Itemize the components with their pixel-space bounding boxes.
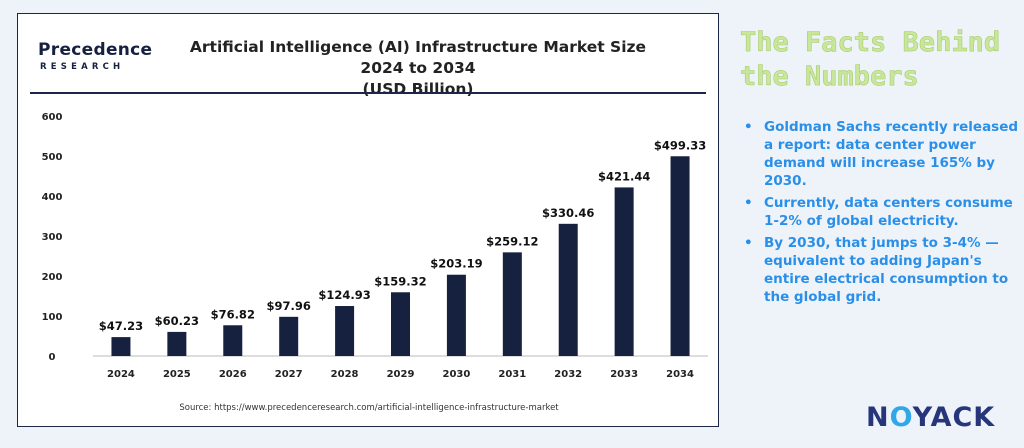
x-tick-label: 2026 xyxy=(219,369,247,380)
bar xyxy=(279,316,299,356)
x-tick-label: 2032 xyxy=(554,369,582,380)
x-tick-label: 2028 xyxy=(331,369,359,380)
bar xyxy=(167,331,187,356)
fact-item: • By 2030, that jumps to 3-4% —equivalent… xyxy=(742,234,1024,306)
chart-title: Artificial Intelligence (AI) Infrastruct… xyxy=(189,38,647,77)
brand-o-letter: O xyxy=(889,402,913,433)
bar xyxy=(335,306,355,356)
brand-suffix: YACK xyxy=(912,402,996,433)
bar-chart: 0 100 200 300 400 500 600 $47.23 2024 $60.23 2025 $… xyxy=(42,112,708,380)
data-label: $60.23 xyxy=(155,314,199,328)
chart-title-block: Artificial Intelligence (AI) Infrastruct… xyxy=(168,37,668,100)
bar xyxy=(111,337,131,356)
data-label: $76.82 xyxy=(211,307,255,321)
y-tick-label: 100 xyxy=(42,312,63,323)
bar xyxy=(446,274,466,356)
bar xyxy=(391,292,410,356)
fact-item: • Currently, data centers consume 1-2% of… xyxy=(742,194,1024,230)
fact-text: Currently, data centers consume 1-2% of … xyxy=(764,195,1013,229)
data-label: $259.12 xyxy=(486,234,538,248)
bar xyxy=(558,223,578,356)
bar xyxy=(223,325,243,356)
title-divider xyxy=(30,92,706,94)
bullet-icon: • xyxy=(744,195,753,211)
bar xyxy=(502,252,522,356)
brand-prefix: N xyxy=(866,402,890,433)
logo-main-text: Precedence xyxy=(38,40,153,60)
fact-text: By 2030, that jumps to 3-4% —equivalent … xyxy=(764,235,1009,305)
facts-title: The Facts Behind the Numbers xyxy=(740,27,1001,93)
facts-list: • Goldman Sachs recently released a repor… xyxy=(742,118,1024,310)
x-tick-label: 2024 xyxy=(107,369,135,380)
x-tick-label: 2025 xyxy=(163,369,191,380)
fact-text: Goldman Sachs recently released a report… xyxy=(764,119,1019,189)
bar xyxy=(614,187,634,356)
x-tick-label: 2029 xyxy=(387,369,415,380)
data-label: $330.46 xyxy=(542,206,594,220)
logo-sub-text: RESEARCH xyxy=(40,62,125,72)
noyack-logo: NOYACK xyxy=(866,402,995,433)
chart-source: Source: https://www.precedenceresearch.c… xyxy=(179,403,559,413)
data-label: $124.93 xyxy=(318,288,370,302)
x-tick-label: 2034 xyxy=(666,369,694,380)
precedence-research-logo: Precedence RESEARCH xyxy=(38,40,152,80)
data-label: $203.19 xyxy=(430,257,482,271)
bullet-icon: • xyxy=(744,119,753,135)
data-label: $159.32 xyxy=(374,274,426,288)
y-tick-label: 400 xyxy=(42,192,63,203)
x-tick-label: 2030 xyxy=(442,369,470,380)
bullet-icon: • xyxy=(744,235,753,251)
fact-item: • Goldman Sachs recently released a repor… xyxy=(742,118,1024,190)
y-tick-label: 500 xyxy=(42,152,63,163)
chart-subtitle: (USD Billion) xyxy=(362,80,474,98)
chart-card: Precedence RESEARCH Artificial Intellige… xyxy=(17,13,719,427)
bar xyxy=(670,156,690,356)
data-label: $97.96 xyxy=(266,299,310,313)
y-tick-label: 0 xyxy=(49,352,56,363)
x-tick-label: 2027 xyxy=(275,369,303,380)
x-tick-label: 2031 xyxy=(498,369,526,380)
data-label: $421.44 xyxy=(598,169,650,183)
y-tick-label: 600 xyxy=(42,112,63,123)
y-tick-label: 300 xyxy=(42,232,63,243)
data-label: $499.33 xyxy=(654,138,706,152)
x-tick-label: 2033 xyxy=(610,369,638,380)
data-label: $47.23 xyxy=(99,319,143,333)
y-tick-label: 200 xyxy=(42,272,63,283)
